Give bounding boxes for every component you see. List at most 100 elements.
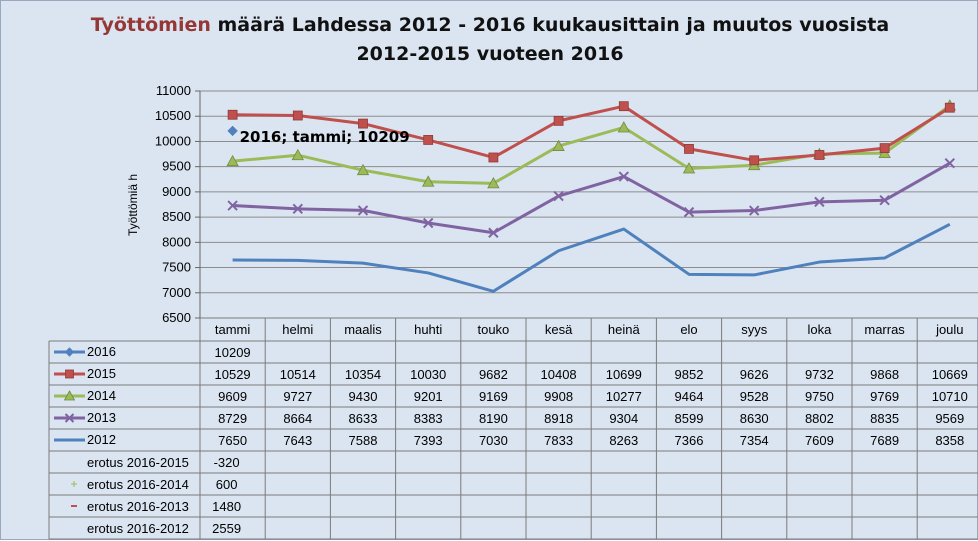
title-line1-rest: määrä Lahdessa 2012 - 2016 kuukausittain…: [210, 14, 890, 36]
table-cell-2013: 8918: [544, 411, 573, 426]
plot-area: [200, 91, 978, 318]
data-point-2013: [879, 195, 890, 206]
title-line2: 2012-2015 vuoteen 2016: [356, 43, 624, 65]
data-point-2015: [814, 150, 825, 160]
table-cell-2015: 9732: [805, 367, 834, 382]
table-cell-2014: 9908: [544, 389, 573, 404]
x-tick-label: marras: [864, 322, 905, 337]
chart-title: Työttömien määrä Lahdessa 2012 - 2016 ku…: [1, 11, 978, 69]
data-point-2015: [944, 102, 955, 113]
x-tick-label: elo: [680, 322, 697, 337]
legend-label-erotus-2016-2012: erotus 2016-2012: [87, 521, 189, 536]
table-cell-2013: 8664: [283, 411, 312, 426]
table-cell-2015: 10408: [541, 367, 577, 382]
y-tick-label: 7500: [162, 260, 191, 275]
data-point-2013: [553, 190, 564, 202]
table-cell-erotus-2016-2015: -320: [214, 455, 240, 470]
table-cell-2012: 8263: [609, 433, 638, 448]
x-tick-label: heinä: [608, 322, 641, 337]
legend-label-erotus-2016-2014: erotus 2016-2014: [87, 477, 189, 492]
data-point-2013: [422, 217, 434, 229]
data-point-2014: [682, 162, 696, 174]
x-tick-label: huhti: [414, 322, 442, 337]
x-tick-label: syys: [741, 322, 768, 337]
x-tick-label: joulu: [935, 322, 963, 337]
legend-marker-2016: [64, 347, 75, 357]
table-cell-2012: 7354: [740, 433, 769, 448]
table-cell-2015: 9852: [675, 367, 704, 382]
series-line-2012: [232, 222, 951, 293]
table-cell-2014: 9727: [283, 389, 312, 404]
data-point-2015: [488, 152, 499, 163]
table-cell-erotus-2016-2012: 2559: [212, 521, 241, 536]
table-cell-2013: 8633: [349, 411, 378, 426]
y-axis-label: Työttömiä h: [126, 174, 140, 236]
table-cell-2015: 9868: [870, 367, 899, 382]
data-point-2013: [618, 171, 630, 182]
table-cell-2013: 8599: [675, 411, 704, 426]
table-cell-2012: 7689: [870, 433, 899, 448]
table-cell-2014: 9609: [218, 389, 247, 404]
table-cell-2015: 10354: [345, 367, 381, 382]
data-point-2015: [358, 118, 368, 129]
table-cell-2012: 7609: [805, 433, 834, 448]
y-tick-label: 9000: [162, 184, 191, 199]
legend-label-2014: 2014: [87, 388, 116, 403]
table-cell-2013: 9569: [935, 411, 964, 426]
table-cell-2014: 10277: [606, 389, 642, 404]
series-line-2015: [232, 104, 951, 162]
legend-label-2016: 2016: [87, 344, 116, 359]
data-point-2015: [292, 110, 303, 121]
table-cell-2014: 10710: [932, 389, 968, 404]
data-point-2013: [748, 205, 760, 216]
title-highlight: Työttömien: [90, 14, 211, 36]
table-cell-2012: 7650: [218, 433, 247, 448]
legend-label-2012: 2012: [87, 432, 116, 447]
data-point-2015: [749, 155, 760, 166]
table-cell-2015: 10030: [410, 367, 446, 382]
table-cell-2013: 8835: [870, 411, 899, 426]
table-cell-2014: 9169: [479, 389, 508, 404]
table-cell-2012: 7393: [414, 433, 443, 448]
y-tick-label: 9500: [162, 159, 191, 174]
x-tick-label: helmi: [282, 322, 313, 337]
table-cell-2015: 9682: [479, 367, 508, 382]
table-cell-2014: 9769: [870, 389, 899, 404]
table-cell-2012: 7833: [544, 433, 573, 448]
data-point-2014: [552, 139, 565, 151]
y-tick-label: 10000: [155, 133, 191, 148]
table-cell-2012: 7643: [283, 433, 312, 448]
data-point-2013: [944, 157, 956, 169]
x-tick-label: kesä: [545, 322, 573, 337]
y-tick-label: 10500: [155, 108, 191, 123]
data-point-2015: [684, 144, 694, 154]
data-point-2016: [227, 125, 238, 137]
data-point-2014: [226, 154, 239, 167]
table-cell-2015: 10669: [932, 367, 968, 382]
data-point-2015: [618, 101, 629, 112]
table-cell-2013: 8802: [805, 411, 834, 426]
y-tick-label: 11000: [156, 83, 191, 98]
table-cell-2014: 9201: [414, 389, 443, 404]
data-point-2013: [292, 203, 304, 215]
table-cell-2013: 8630: [740, 411, 769, 426]
data-point-2013: [683, 206, 695, 218]
legend-label-erotus-2016-2013: erotus 2016-2013: [87, 499, 189, 514]
data-point-2014: [422, 175, 435, 187]
data-point-2014: [617, 121, 630, 133]
data-point-2014: [356, 163, 370, 176]
data-point-2014: [487, 177, 500, 189]
table-cell-2012: 7588: [349, 433, 378, 448]
table-cell-2013: 8383: [414, 411, 443, 426]
data-point-2014: [291, 148, 304, 161]
table-cell-2013: 8729: [218, 411, 247, 426]
table-cell-2012: 8358: [935, 433, 964, 448]
y-tick-label: 8000: [162, 234, 191, 249]
legend-label-erotus-2016-2015: erotus 2016-2015: [87, 455, 189, 470]
table-cell-2012: 7366: [675, 433, 704, 448]
y-tick-label: 7000: [162, 285, 191, 300]
x-tick-label: loka: [807, 322, 832, 337]
data-point-2013: [227, 200, 238, 211]
